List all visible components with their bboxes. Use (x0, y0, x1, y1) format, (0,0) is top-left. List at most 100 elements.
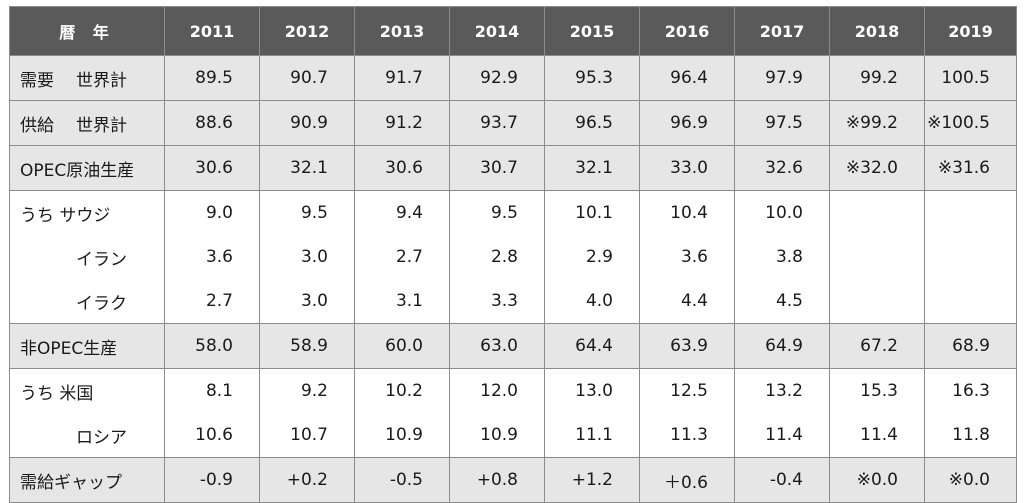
cell-value: ※100.5 (924, 100, 1017, 146)
cell-value (829, 190, 925, 235)
cell-value: ※31.6 (924, 145, 1017, 191)
cell-value: 12.0 (449, 368, 545, 413)
cell-value: 97.9 (734, 55, 830, 101)
cell-value: 90.7 (259, 55, 355, 101)
cell-value (829, 235, 925, 279)
cell-value: 9.0 (164, 190, 260, 235)
cell-value: 67.2 (829, 323, 925, 369)
cell-value: 91.2 (354, 100, 450, 146)
cell-value: 4.0 (544, 279, 640, 324)
cell-value: 16.3 (924, 368, 1017, 413)
header-row: 暦 年 2011 2012 2013 2014 2015 2016 2017 2… (9, 6, 1017, 56)
row-label-supply: 供給 世界計 (9, 100, 165, 146)
cell-value: 64.9 (734, 323, 830, 369)
cell-value: 3.6 (164, 235, 260, 279)
cell-value: 11.8 (924, 413, 1017, 458)
cell-value: 9.5 (449, 190, 545, 235)
cell-value: 96.4 (639, 55, 735, 101)
year-header: 2017 (734, 6, 830, 56)
cell-value: 10.9 (354, 413, 450, 458)
row-label-gap: 需給ギャップ (9, 457, 165, 503)
row-supply: 供給 世界計 88.6 90.9 91.2 93.7 96.5 96.9 97.5… (9, 100, 1017, 146)
row-iraq: イラク 2.7 3.0 3.1 3.3 4.0 4.4 4.5 (9, 279, 1017, 324)
cell-value: 3.3 (449, 279, 545, 324)
row-label-saudi: うち サウジ (9, 190, 165, 235)
cell-value: 9.2 (259, 368, 355, 413)
year-header: 2019 (924, 6, 1017, 56)
row-saudi: うち サウジ 9.0 9.5 9.4 9.5 10.1 10.4 10.0 (9, 190, 1017, 235)
cell-value: 10.1 (544, 190, 640, 235)
cell-value (829, 279, 925, 324)
cell-value: 88.6 (164, 100, 260, 146)
cell-value: 13.0 (544, 368, 640, 413)
cell-value: +0.2 (259, 457, 355, 503)
row-label-non-opec: 非OPEC生産 (9, 323, 165, 369)
cell-value: 11.4 (829, 413, 925, 458)
cell-value: 15.3 (829, 368, 925, 413)
row-russia: ロシア 10.6 10.7 10.9 10.9 11.1 11.3 11.4 1… (9, 413, 1017, 458)
cell-value: 32.1 (259, 145, 355, 191)
cell-value: 90.9 (259, 100, 355, 146)
cell-value: -0.5 (354, 457, 450, 503)
cell-value: 2.9 (544, 235, 640, 279)
cell-value: 95.3 (544, 55, 640, 101)
cell-value: 3.6 (639, 235, 735, 279)
cell-value: 99.2 (829, 55, 925, 101)
row-demand: 需要 世界計 89.5 90.7 91.7 92.9 95.3 96.4 97.9… (9, 55, 1017, 101)
cell-value: 11.1 (544, 413, 640, 458)
cell-value: 100.5 (924, 55, 1017, 101)
cell-value: 9.4 (354, 190, 450, 235)
cell-value: 96.5 (544, 100, 640, 146)
year-header: 2018 (829, 6, 925, 56)
row-label-iran: イラン (9, 235, 165, 279)
cell-value: 11.4 (734, 413, 830, 458)
year-header: 2016 (639, 6, 735, 56)
cell-value: 63.9 (639, 323, 735, 369)
cell-value: 8.1 (164, 368, 260, 413)
cell-value: 4.5 (734, 279, 830, 324)
cell-value: 10.7 (259, 413, 355, 458)
cell-value: 93.7 (449, 100, 545, 146)
cell-value: 2.8 (449, 235, 545, 279)
year-header: 2014 (449, 6, 545, 56)
cell-value: 89.5 (164, 55, 260, 101)
cell-value: 30.6 (164, 145, 260, 191)
cell-value: 32.1 (544, 145, 640, 191)
cell-value: 3.8 (734, 235, 830, 279)
row-label-russia: ロシア (9, 413, 165, 458)
cell-value: ※0.0 (829, 457, 925, 503)
cell-value: ※99.2 (829, 100, 925, 146)
cell-value: 64.4 (544, 323, 640, 369)
cell-value: 60.0 (354, 323, 450, 369)
row-label-opec: OPEC原油生産 (9, 145, 165, 191)
cell-value: 63.0 (449, 323, 545, 369)
row-opec: OPEC原油生産 30.6 32.1 30.6 30.7 32.1 33.0 3… (9, 145, 1017, 191)
cell-value: 3.0 (259, 279, 355, 324)
year-header: 2015 (544, 6, 640, 56)
cell-value: +0.8 (449, 457, 545, 503)
cell-value: 10.2 (354, 368, 450, 413)
cell-value: 11.3 (639, 413, 735, 458)
row-iran: イラン 3.6 3.0 2.7 2.8 2.9 3.6 3.8 (9, 235, 1017, 279)
cell-value: ※0.0 (924, 457, 1017, 503)
row-label-iraq: イラク (9, 279, 165, 324)
cell-value (924, 279, 1017, 324)
cell-value: 58.9 (259, 323, 355, 369)
cell-value: 32.6 (734, 145, 830, 191)
cell-value: ＋0.6 (639, 457, 735, 503)
cell-value (924, 235, 1017, 279)
cell-value: 30.6 (354, 145, 450, 191)
cell-value: 10.9 (449, 413, 545, 458)
cell-value: 3.1 (354, 279, 450, 324)
cell-value: 92.9 (449, 55, 545, 101)
cell-value: 3.0 (259, 235, 355, 279)
year-header: 2013 (354, 6, 450, 56)
cell-value: 91.7 (354, 55, 450, 101)
cell-value: +1.2 (544, 457, 640, 503)
cell-value: 2.7 (164, 279, 260, 324)
cell-value: 10.6 (164, 413, 260, 458)
cell-value: -0.4 (734, 457, 830, 503)
cell-value: 33.0 (639, 145, 735, 191)
cell-value: 2.7 (354, 235, 450, 279)
row-gap: 需給ギャップ -0.9 +0.2 -0.5 +0.8 +1.2 ＋0.6 -0.… (9, 457, 1017, 503)
